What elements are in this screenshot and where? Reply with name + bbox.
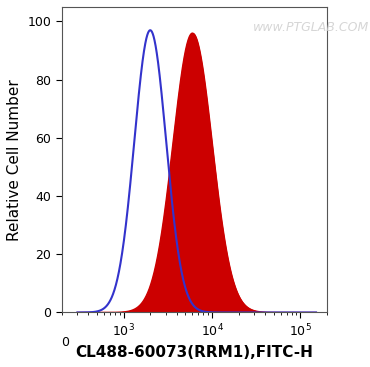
Text: www.PTGLAB.COM: www.PTGLAB.COM	[253, 21, 369, 34]
Text: 0: 0	[61, 336, 70, 349]
X-axis label: CL488-60073(RRM1),FITC-H: CL488-60073(RRM1),FITC-H	[75, 345, 313, 360]
Y-axis label: Relative Cell Number: Relative Cell Number	[7, 79, 22, 241]
